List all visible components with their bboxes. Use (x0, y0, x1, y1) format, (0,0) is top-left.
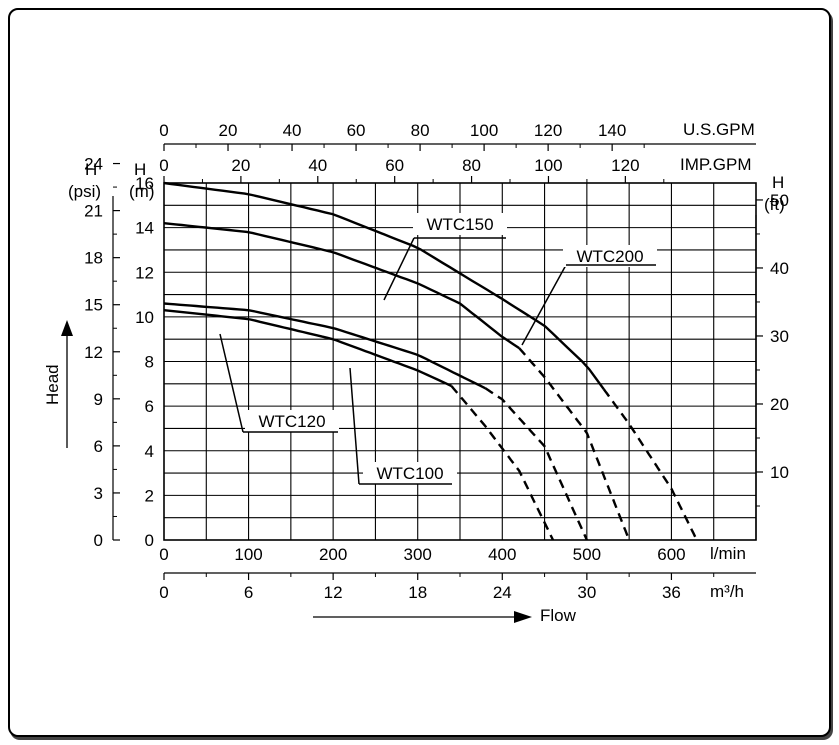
wtc150-label-bg (413, 213, 507, 235)
y-tick-label: 14 (135, 219, 154, 238)
grid (164, 183, 756, 540)
y-tick-label: 6 (145, 397, 154, 416)
us-gpm-tick-label: 100 (470, 121, 498, 140)
imp-gpm-tick-label: 100 (534, 156, 562, 175)
us-gpm-tick-label: 0 (159, 121, 168, 140)
m3h-tick-label: 30 (577, 583, 596, 602)
y-tick-label: 8 (145, 353, 154, 372)
m-axis-label: H (134, 160, 146, 179)
m3h-tick-label: 18 (408, 583, 427, 602)
wtc200-curve-solid (163, 181, 605, 390)
y-tick-label: 2 (145, 486, 154, 505)
psi-tick-label: 15 (84, 296, 103, 315)
ft-axis-label: H (772, 173, 784, 192)
m-axis-unit: (m) (129, 182, 154, 201)
wtc120-leader (219, 333, 244, 433)
ft-tick-label: 40 (770, 259, 789, 278)
x-tick-label: 300 (404, 545, 432, 564)
wtc120-label: WTC120 (258, 412, 325, 431)
y-tick-label: 0 (145, 531, 154, 550)
x-tick-label: 200 (319, 545, 347, 564)
wtc120-curve-dashed (484, 387, 588, 541)
ft-axis-unit: (ft) (764, 195, 785, 214)
psi-tick-label: 0 (94, 531, 103, 550)
psi-axis-unit: (psi) (68, 182, 101, 201)
us-gpm-tick-label: 80 (411, 121, 430, 140)
wtc200-label: WTC200 (576, 247, 643, 266)
psi-tick-label: 6 (94, 437, 103, 456)
head-arrow-head (61, 320, 73, 336)
imp-gpm-tick-label: 120 (611, 156, 639, 175)
us-gpm-tick-label: 60 (347, 121, 366, 140)
imp-gpm-tick-label: 40 (308, 156, 327, 175)
wtc100-curve-dashed (450, 385, 555, 541)
curves (163, 181, 698, 541)
m3h-tick-label: 0 (159, 583, 168, 602)
m3h-tick-label: 24 (493, 583, 512, 602)
x-tick-label: 600 (657, 545, 685, 564)
psi-tick-label: 12 (84, 343, 103, 362)
wtc120-label-bg (245, 410, 339, 432)
y-tick-label: 4 (145, 442, 154, 461)
wtc150-label: WTC150 (426, 215, 493, 234)
y-tick-label: 10 (135, 308, 154, 327)
y-tick-label: 16 (135, 174, 154, 193)
imp-gpm-tick-label: 0 (159, 156, 168, 175)
wtc150-curve-solid (163, 222, 520, 350)
wtc150-leader (383, 237, 415, 301)
ft-tick-label: 10 (770, 463, 789, 482)
us-gpm-tick-label: 40 (283, 121, 302, 140)
us-gpm-tick-label: 20 (219, 121, 238, 140)
psi-tick-label: 18 (84, 249, 103, 268)
us-gpm-unit: U.S.GPM (683, 120, 755, 139)
imp-gpm-unit: IMP.GPM (680, 155, 751, 174)
lmin-unit: l/min (710, 544, 746, 563)
wtc200-label-bg (563, 245, 657, 267)
m3h-tick-label: 12 (324, 583, 343, 602)
m3h-unit: m³/h (710, 582, 744, 601)
wtc100-curve-solid (163, 309, 453, 388)
wtc150-curve-dashed (518, 347, 631, 541)
wtc200-leader (521, 264, 567, 346)
x-tick-label: 0 (159, 545, 168, 564)
wtc100-label-bg (363, 462, 457, 484)
imp-gpm-tick-label: 60 (385, 156, 404, 175)
x-tick-label: 400 (488, 545, 516, 564)
wtc100-label: WTC100 (376, 464, 443, 483)
ft-tick-label: 30 (770, 327, 789, 346)
ft-tick-label: 50 (770, 191, 789, 210)
flow-arrow-head (514, 611, 532, 623)
x-tick-label: 100 (234, 545, 262, 564)
m3h-tick-label: 6 (244, 583, 253, 602)
y-axis-title: Head (43, 364, 62, 405)
y-tick-label: 12 (135, 263, 154, 282)
wtc200-curve-dashed (602, 388, 698, 541)
wtc100-leader (349, 367, 360, 485)
psi-tick-label: 3 (94, 484, 103, 503)
wtc120-curve-solid (163, 302, 486, 390)
imp-gpm-tick-label: 20 (231, 156, 250, 175)
ft-tick-label: 20 (770, 395, 789, 414)
us-gpm-tick-label: 140 (598, 121, 626, 140)
us-gpm-tick-label: 120 (534, 121, 562, 140)
m3h-tick-label: 36 (662, 583, 681, 602)
psi-tick-label: 9 (94, 390, 103, 409)
psi-tick-label: 24 (84, 155, 103, 174)
psi-axis-label: H (85, 160, 97, 179)
x-tick-label: 500 (573, 545, 601, 564)
axes (61, 143, 763, 623)
x-axis-title: Flow (540, 606, 577, 625)
psi-tick-label: 21 (84, 202, 103, 221)
imp-gpm-tick-label: 80 (462, 156, 481, 175)
